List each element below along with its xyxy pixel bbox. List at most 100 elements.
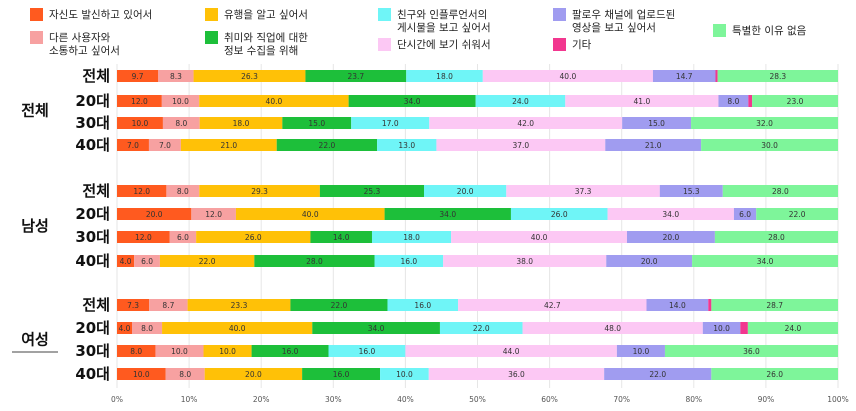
data-label: 23.7 <box>347 72 364 81</box>
bars: 9.7 8.3 26.3 23.7 18.0 40.0 14.7 28.3 12.0 10.0 40… <box>117 70 838 380</box>
data-label: 8.3 <box>170 72 182 81</box>
data-label: 22.0 <box>473 324 490 333</box>
row-label: 40대 <box>75 252 110 270</box>
data-label: 4.0 <box>119 324 131 333</box>
data-label: 17.0 <box>382 119 399 128</box>
data-label: 7.0 <box>159 141 171 150</box>
data-label: 4.0 <box>120 257 132 266</box>
data-label: 9.7 <box>132 72 144 81</box>
bar-segment <box>652 70 716 82</box>
legend-item: 기타 <box>553 38 592 51</box>
bar-segment <box>717 70 838 82</box>
bar-segment <box>605 139 702 151</box>
bar-segment <box>715 70 718 82</box>
legend-item: 단시간에 보기 쉬워서 <box>378 38 491 51</box>
legend-swatch <box>30 31 43 44</box>
legend-label: 기타 <box>572 39 592 51</box>
data-label: 36.0 <box>508 370 525 379</box>
data-label: 21.0 <box>220 141 237 150</box>
data-label: 10.0 <box>171 347 188 356</box>
bar-segment <box>607 208 734 220</box>
data-label: 15.3 <box>683 187 700 196</box>
bar-segment <box>733 208 757 220</box>
bar-segment <box>740 322 748 334</box>
data-label: 8.0 <box>130 347 142 356</box>
bar-segment <box>371 231 452 243</box>
bar-segment <box>522 322 703 334</box>
bar-segment <box>451 231 627 243</box>
row-label: 전체 <box>82 67 110 85</box>
bar-segment <box>475 95 566 107</box>
data-label: 10.0 <box>172 97 189 106</box>
legend-swatch <box>553 8 566 21</box>
bar-row: 4.0 8.0 40.0 34.0 22.0 48.0 10.0 24.0 <box>117 322 838 334</box>
row-label: 40대 <box>75 365 110 383</box>
bar-segment <box>482 70 653 82</box>
data-label: 22.0 <box>199 257 216 266</box>
data-label: 24.0 <box>785 324 802 333</box>
bar-segment <box>428 368 605 380</box>
bar-segment <box>117 208 192 220</box>
row-label: 20대 <box>75 205 110 223</box>
bar-segment <box>616 345 665 357</box>
data-label: 20.0 <box>245 370 262 379</box>
x-tick-label: 10% <box>181 395 198 404</box>
data-label: 18.0 <box>233 119 250 128</box>
data-label: 6.0 <box>141 257 153 266</box>
bar-row: 9.7 8.3 26.3 23.7 18.0 40.0 14.7 28.3 <box>117 70 838 82</box>
data-label: 24.0 <box>512 97 529 106</box>
bar-segment <box>436 139 606 151</box>
bar-segment <box>702 322 741 334</box>
bar-segment <box>117 299 150 311</box>
x-tick-label: 90% <box>758 395 775 404</box>
data-label: 21.0 <box>645 141 662 150</box>
bar-segment <box>374 255 444 267</box>
bar-segment <box>117 322 133 334</box>
legend-label: 자신도 발신하고 있어서 <box>49 8 152 21</box>
data-label: 14.7 <box>676 72 693 81</box>
bar-segment <box>117 117 163 129</box>
row-label: 전체 <box>82 182 110 200</box>
data-label: 6.0 <box>177 233 189 242</box>
legend-swatch <box>30 8 43 21</box>
bar-segment <box>290 299 388 311</box>
data-label: 22.0 <box>649 370 666 379</box>
data-label: 22.0 <box>319 141 336 150</box>
legend-label: 취미와 직업에 대한 정보 수집을 위해 <box>224 31 308 57</box>
bar-segment <box>752 95 838 107</box>
bar-segment <box>692 255 838 267</box>
bar-segment <box>117 255 135 267</box>
data-label: 34.0 <box>757 257 774 266</box>
bar-segment <box>161 95 200 107</box>
x-tick-label: 70% <box>613 395 630 404</box>
data-label: 34.0 <box>368 324 385 333</box>
bar-segment <box>351 117 430 129</box>
row-label: 20대 <box>75 92 110 110</box>
legend-item: 유행을 알고 싶어서 <box>205 8 308 21</box>
data-label: 10.0 <box>219 347 236 356</box>
bar-segment <box>193 70 306 82</box>
bar-segment <box>380 368 429 380</box>
data-label: 8.0 <box>727 97 739 106</box>
data-label: 23.0 <box>787 97 804 106</box>
x-tick-label: 100% <box>827 395 848 404</box>
bar-segment <box>276 139 378 151</box>
bar-segment <box>148 139 181 151</box>
bar-segment <box>302 368 381 380</box>
bar-segment <box>718 95 749 107</box>
bar-segment <box>319 185 425 197</box>
bar-segment <box>626 231 715 243</box>
bar-segment <box>117 95 162 107</box>
data-label: 28.3 <box>769 72 786 81</box>
data-label: 7.0 <box>127 141 139 150</box>
bar-segment <box>405 345 617 357</box>
data-label: 20.0 <box>457 187 474 196</box>
bar-segment <box>443 255 607 267</box>
bar-segment <box>180 139 277 151</box>
bar-segment <box>117 70 159 82</box>
bar-segment <box>162 322 313 334</box>
data-label: 12.0 <box>135 233 152 242</box>
bar-segment <box>117 231 170 243</box>
legend-label: 특별한 이유 없음 <box>732 24 807 37</box>
data-label: 20.0 <box>146 210 163 219</box>
